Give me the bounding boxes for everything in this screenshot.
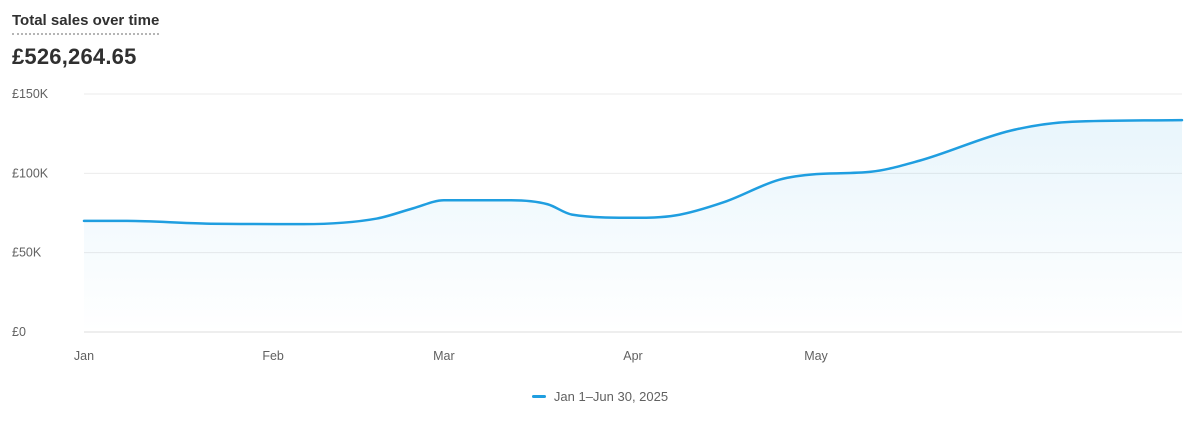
chart-legend[interactable]: Jan 1–Jun 30, 2025	[0, 389, 1200, 404]
x-tick-label: Jan	[74, 349, 94, 363]
legend-label: Jan 1–Jun 30, 2025	[553, 389, 669, 404]
y-tick-label: £100K	[12, 166, 49, 180]
y-tick-label: £50K	[12, 246, 42, 260]
y-axis: £0 £50K £100K £150K	[12, 87, 49, 339]
sales-area-fill	[84, 120, 1182, 333]
x-tick-label: May	[804, 349, 828, 363]
y-tick-label: £0	[12, 325, 26, 339]
x-tick-label: Apr	[623, 349, 642, 363]
y-tick-label: £150K	[12, 87, 49, 101]
total-sales-value: £526,264.65	[12, 44, 137, 69]
x-tick-label: Feb	[262, 349, 284, 363]
sales-series-line[interactable]	[82, 118, 1184, 226]
x-tick-label: Mar	[433, 349, 455, 363]
chart-title[interactable]: Total sales over time	[12, 12, 160, 35]
x-axis: Jan Feb Mar Apr May	[74, 349, 829, 363]
legend-swatch	[531, 395, 546, 398]
